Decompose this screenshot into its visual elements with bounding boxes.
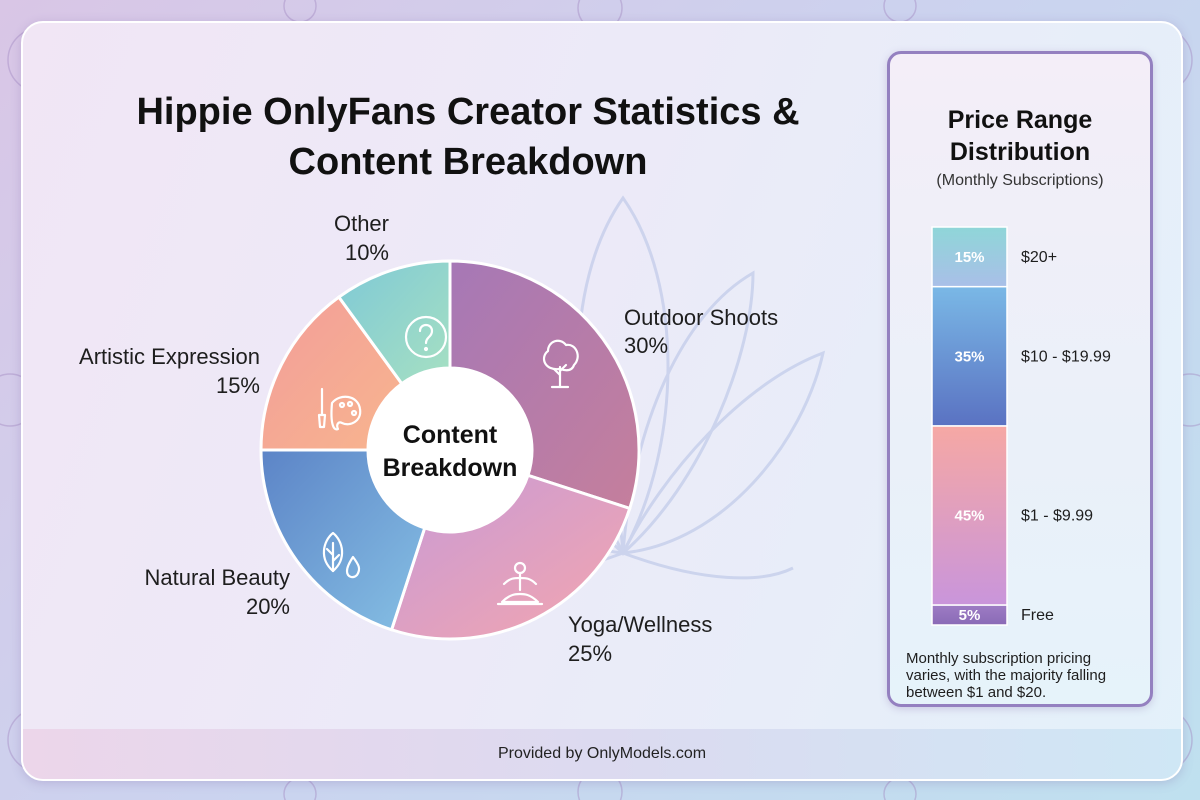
slice-label-artistic-value: 15% xyxy=(216,373,260,398)
tree-icon xyxy=(542,339,579,389)
footer-credit: Provided by OnlyModels.com xyxy=(497,745,707,762)
price-panel-title: Price Range Distribution xyxy=(947,106,1093,166)
price-panel-subtitle: (Monthly Subscriptions) xyxy=(936,172,1104,189)
slice-label-other-value: 10% xyxy=(345,240,389,265)
price-segment-label-1: $10 - $19.99 xyxy=(1021,348,1111,365)
price-segment-2 xyxy=(931,425,1008,606)
price-segment-3 xyxy=(931,604,1008,626)
page-title: Hippie OnlyFans Creator Statistics & Con… xyxy=(136,91,800,183)
center-label-line-1: Content xyxy=(403,421,498,449)
price-panel-note: Monthly subscription pricing varies, wit… xyxy=(906,650,1107,701)
price-segment-0 xyxy=(931,226,1008,288)
meditation-icon xyxy=(496,561,544,606)
price-segment-value-3: 5% xyxy=(959,607,981,624)
price-segment-value-1: 35% xyxy=(954,348,984,365)
slice-label-outdoor-name: Outdoor Shoots xyxy=(624,305,778,330)
slice-label-yoga-name: Yoga/Wellness xyxy=(568,612,712,637)
price-segment-label-2: $1 - $9.99 xyxy=(1021,508,1093,525)
slice-label-other-name: Other xyxy=(334,211,389,236)
center-label-line-2: Breakdown xyxy=(383,454,518,482)
slice-label-artistic-name: Artistic Expression xyxy=(79,344,260,369)
content-breakdown-chart: Content Breakdown xyxy=(79,211,778,666)
slice-label-outdoor-value: 30% xyxy=(624,333,668,358)
price-stacked-bar: 15% $20+ 35% $10 - $19.99 45% $1 - $9.99 5% Fre… xyxy=(931,226,1111,626)
slice-label-natural-value: 20% xyxy=(246,594,290,619)
price-range-panel: Price Range Distribution (Monthly Subscr… xyxy=(887,51,1153,707)
question-icon xyxy=(404,315,448,359)
leaf-drop-icon xyxy=(322,531,361,579)
slice-label-yoga-value: 25% xyxy=(568,641,612,666)
price-segment-label-3: Free xyxy=(1021,607,1054,624)
donut-center xyxy=(368,368,532,532)
footer-bar: Provided by OnlyModels.com xyxy=(23,729,1181,779)
slice-label-natural-name: Natural Beauty xyxy=(144,565,290,590)
price-segment-value-0: 15% xyxy=(954,249,984,266)
price-segment-value-2: 45% xyxy=(954,508,984,525)
palette-brush-icon xyxy=(317,387,362,431)
price-segment-label-0: $20+ xyxy=(1021,249,1057,266)
infographic-card: Hippie OnlyFans Creator Statistics & Con… xyxy=(21,21,1183,781)
price-segment-1 xyxy=(931,285,1008,427)
